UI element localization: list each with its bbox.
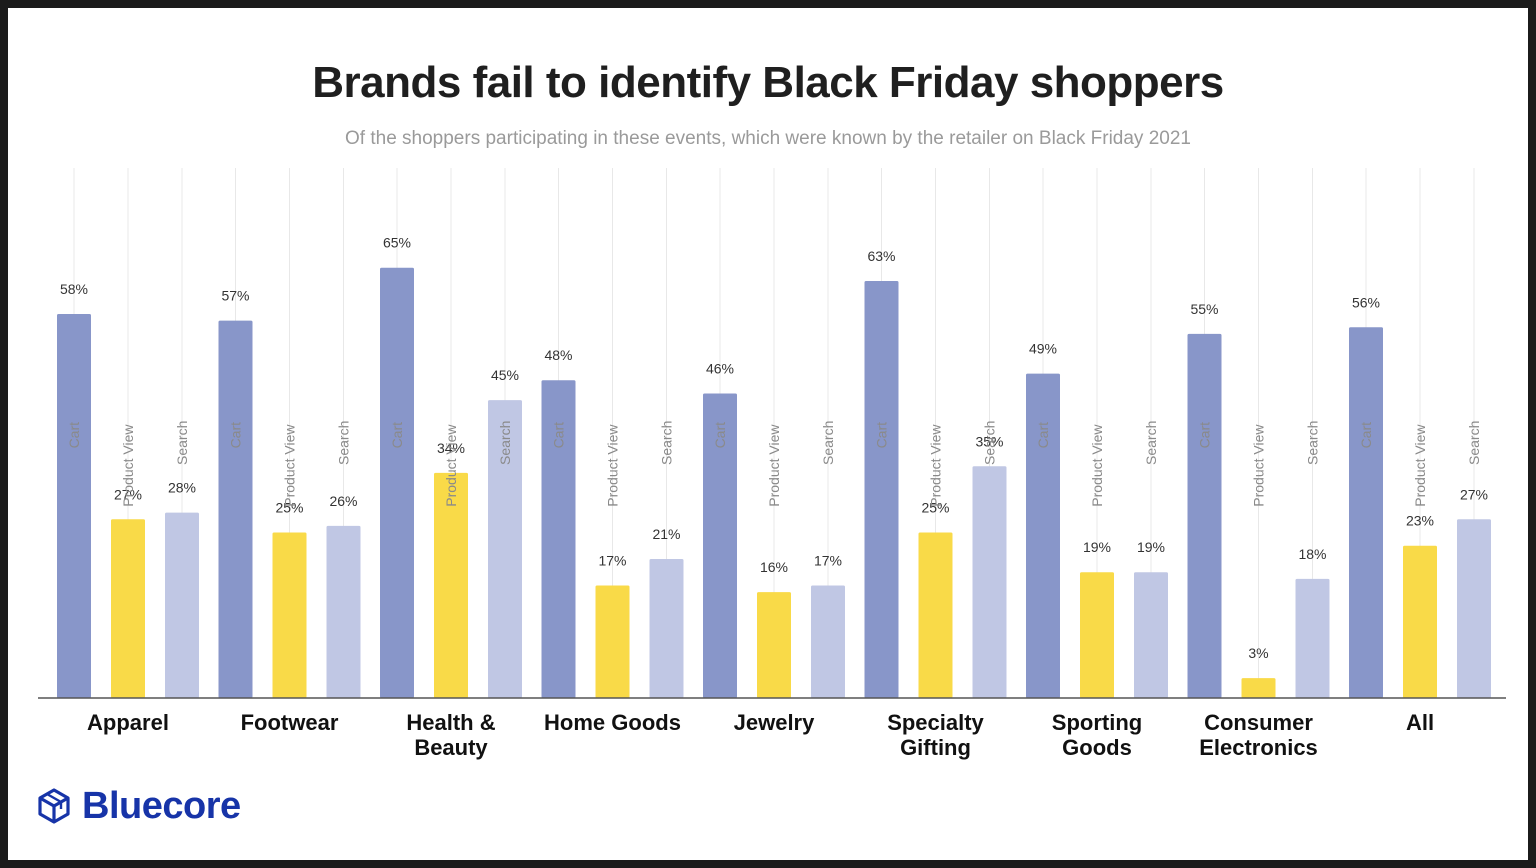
bar-product-view: [918, 532, 953, 698]
bar-search: [972, 466, 1007, 698]
x-tick-label: Footwear: [241, 710, 339, 735]
data-label: 26%: [329, 493, 357, 509]
x-tick-label: Apparel: [87, 710, 169, 735]
data-label: 3%: [1248, 645, 1268, 661]
series-label: Cart: [389, 422, 405, 449]
series-label: Product View: [120, 424, 136, 507]
series-label: Cart: [551, 422, 567, 449]
bar-product-view: [1080, 572, 1114, 698]
series-label: Cart: [874, 422, 890, 449]
bar-product-view: [434, 472, 468, 698]
data-label: 35%: [975, 433, 1003, 449]
x-tick-label: Specialty Gifting: [887, 710, 984, 760]
series-label: Cart: [1035, 422, 1051, 449]
data-label: 21%: [652, 526, 680, 542]
data-label: 28%: [168, 480, 196, 496]
data-label: 45%: [491, 367, 519, 383]
bar-search: [649, 558, 684, 698]
series-label: Search: [497, 421, 513, 465]
x-tick-label: Sporting Goods: [1052, 710, 1142, 760]
bar-product-view: [1241, 678, 1276, 698]
data-label: 25%: [921, 500, 949, 516]
series-label: Cart: [1358, 422, 1374, 449]
bar-search: [165, 512, 199, 698]
x-tick-label: Home Goods: [544, 710, 681, 735]
chart-title: Brands fail to identify Black Friday sho…: [312, 58, 1224, 107]
data-label: 18%: [1298, 546, 1326, 562]
series-label: Product View: [1089, 424, 1105, 507]
bar-cart: [57, 314, 91, 698]
bar-product-view: [757, 592, 791, 698]
data-label: 27%: [1460, 486, 1488, 502]
series-label: Search: [982, 421, 998, 465]
x-tick-label: All: [1406, 710, 1434, 735]
data-label: 17%: [598, 552, 626, 568]
series-label: Cart: [1197, 422, 1213, 449]
data-label: 25%: [275, 500, 303, 516]
series-label: Search: [820, 421, 836, 465]
series-label: Search: [1305, 421, 1321, 465]
series-label: Product View: [766, 424, 782, 507]
bar-search: [811, 585, 845, 698]
x-tick-label: Consumer Electronics: [1199, 710, 1318, 760]
series-label: Product View: [928, 424, 944, 507]
chart-frame: Brands fail to identify Black Friday sho…: [8, 8, 1528, 860]
x-tick-label: Health & Beauty: [406, 710, 495, 760]
bar-cart: [1026, 373, 1060, 698]
series-label: Cart: [66, 422, 82, 449]
bar-search: [1134, 572, 1168, 698]
data-label: 19%: [1083, 539, 1111, 555]
data-label: 58%: [60, 281, 88, 297]
data-label: 46%: [706, 360, 734, 376]
cube-icon: [38, 788, 70, 824]
bar-product-view: [595, 585, 630, 698]
series-label: Product View: [282, 424, 298, 507]
data-label: 57%: [221, 288, 249, 304]
data-label: 19%: [1137, 539, 1165, 555]
series-label: Product View: [1412, 424, 1428, 507]
bar-cart: [380, 267, 414, 698]
data-label: 49%: [1029, 341, 1057, 357]
bar-cart: [1349, 327, 1383, 698]
series-label: Product View: [443, 424, 459, 507]
series-label: Cart: [228, 422, 244, 449]
data-label: 56%: [1352, 294, 1380, 310]
series-label: Search: [336, 421, 352, 465]
bar-cart: [864, 280, 899, 698]
data-label: 16%: [760, 559, 788, 575]
data-label: 55%: [1190, 301, 1218, 317]
data-label: 65%: [383, 235, 411, 251]
series-label: Search: [1466, 421, 1482, 465]
bar-cart: [218, 320, 253, 698]
x-tick-label: Jewelry: [734, 710, 815, 735]
bar-cart: [1187, 333, 1222, 698]
data-label: 48%: [544, 347, 572, 363]
bar-product-view: [272, 532, 307, 698]
brand-name: Bluecore: [82, 784, 241, 827]
series-label: Search: [1143, 421, 1159, 465]
data-label: 63%: [867, 248, 895, 264]
series-label: Search: [174, 421, 190, 465]
brand-logo: Bluecore: [36, 784, 241, 828]
series-label: Product View: [1251, 424, 1267, 507]
bar-cart: [703, 393, 737, 698]
bar-cart: [541, 380, 576, 698]
data-label: 17%: [814, 552, 842, 568]
bar-search: [1295, 578, 1330, 698]
bar-search: [488, 400, 522, 698]
series-label: Product View: [605, 424, 621, 507]
bar-search: [1457, 519, 1491, 698]
series-label: Search: [659, 421, 675, 465]
bar-search: [326, 525, 361, 698]
data-label: 27%: [114, 486, 142, 502]
chart-subtitle: Of the shoppers participating in these e…: [345, 128, 1191, 149]
data-label: 23%: [1406, 513, 1434, 529]
bar-product-view: [111, 519, 145, 698]
bar-product-view: [1403, 545, 1437, 698]
series-label: Cart: [712, 422, 728, 449]
data-label: 34%: [437, 440, 465, 456]
